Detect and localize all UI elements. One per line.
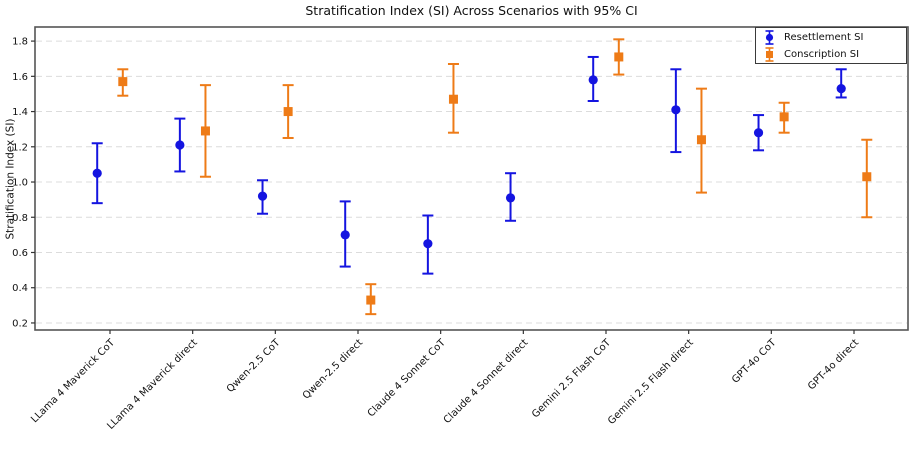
y-tick-label: 1.0 xyxy=(12,178,28,189)
circle-marker xyxy=(753,128,764,138)
x-tick-label: LLama 4 Maverick CoT xyxy=(29,337,117,425)
square-marker xyxy=(200,126,210,136)
data-point-resettlement xyxy=(257,179,269,215)
square-marker xyxy=(779,112,789,122)
y-tick-label: 1.6 xyxy=(12,72,28,83)
data-point-resettlement xyxy=(835,68,847,99)
data-point-resettlement xyxy=(174,117,186,173)
circle-marker xyxy=(175,140,185,150)
circle-marker xyxy=(340,230,350,240)
data-point-conscription xyxy=(447,62,459,134)
legend: Resettlement SI Conscription SI xyxy=(755,27,907,64)
legend-label-conscription: Conscription SI xyxy=(784,48,860,60)
legend-item-conscription: Conscription SI xyxy=(763,46,899,63)
square-marker xyxy=(862,172,872,182)
data-point-conscription xyxy=(861,138,873,219)
x-tick-label: Qwen-2.5 CoT xyxy=(225,337,283,395)
circle-marker xyxy=(505,193,516,203)
data-point-resettlement xyxy=(505,172,517,222)
x-tick-label: Claude 4 Sonnet direct xyxy=(442,337,531,426)
x-tick-label: GPT-4o direct xyxy=(806,337,861,392)
chart-title: Stratification Index (SI) Across Scenari… xyxy=(305,3,638,18)
data-point-resettlement xyxy=(753,114,765,152)
circle-marker xyxy=(671,105,681,115)
y-axis-label-container: Stratification Index (SI) xyxy=(0,27,22,330)
circle-marker xyxy=(588,75,598,85)
y-tick-label: 0.4 xyxy=(12,283,28,294)
x-tick-label: Gemini 2.5 Flash direct xyxy=(606,337,696,427)
errorbar-square-icon xyxy=(765,47,774,62)
data-point-conscription xyxy=(282,84,294,139)
errorbar-circle-icon xyxy=(765,30,774,45)
data-point-conscription xyxy=(778,101,790,134)
y-tick-label: 0.8 xyxy=(12,213,28,224)
x-tick-label: Claude 4 Sonnet CoT xyxy=(366,337,449,420)
legend-item-resettlement: Resettlement SI xyxy=(763,29,899,46)
x-tick-label: LLama 4 Maverick direct xyxy=(105,337,200,432)
y-axis-label: Stratification Index (SI) xyxy=(5,117,18,240)
data-point-resettlement xyxy=(339,200,351,268)
data-point-conscription xyxy=(117,68,129,97)
circle-marker xyxy=(423,239,433,249)
data-point-resettlement xyxy=(587,55,599,102)
square-marker xyxy=(448,94,458,104)
square-marker xyxy=(614,52,624,62)
data-point-conscription xyxy=(613,38,625,76)
data-point-resettlement xyxy=(91,142,103,205)
y-tick-label: 1.8 xyxy=(12,37,28,48)
circle-marker xyxy=(257,191,268,201)
x-tick-label: GPT-4o CoT xyxy=(730,337,779,386)
y-tick-label: 0.6 xyxy=(12,248,28,259)
x-tick-label: Gemini 2.5 Flash CoT xyxy=(530,337,614,421)
data-point-conscription xyxy=(199,84,211,178)
plot-border xyxy=(34,26,909,331)
data-point-resettlement xyxy=(670,68,682,154)
square-marker xyxy=(283,107,293,117)
square-marker xyxy=(366,295,376,305)
data-point-conscription xyxy=(365,283,377,316)
data-point-resettlement xyxy=(422,214,434,275)
circle-marker xyxy=(836,84,846,94)
y-tick-label: 1.4 xyxy=(12,107,28,118)
y-tick-label: 0.2 xyxy=(12,318,28,329)
legend-label-resettlement: Resettlement SI xyxy=(784,31,864,43)
data-point-conscription xyxy=(695,87,707,194)
x-tick-label: Qwen-2.5 direct xyxy=(301,337,365,401)
square-marker xyxy=(696,135,706,145)
circle-marker xyxy=(92,168,102,178)
y-tick-label: 1.2 xyxy=(12,142,28,153)
square-marker xyxy=(118,77,128,87)
